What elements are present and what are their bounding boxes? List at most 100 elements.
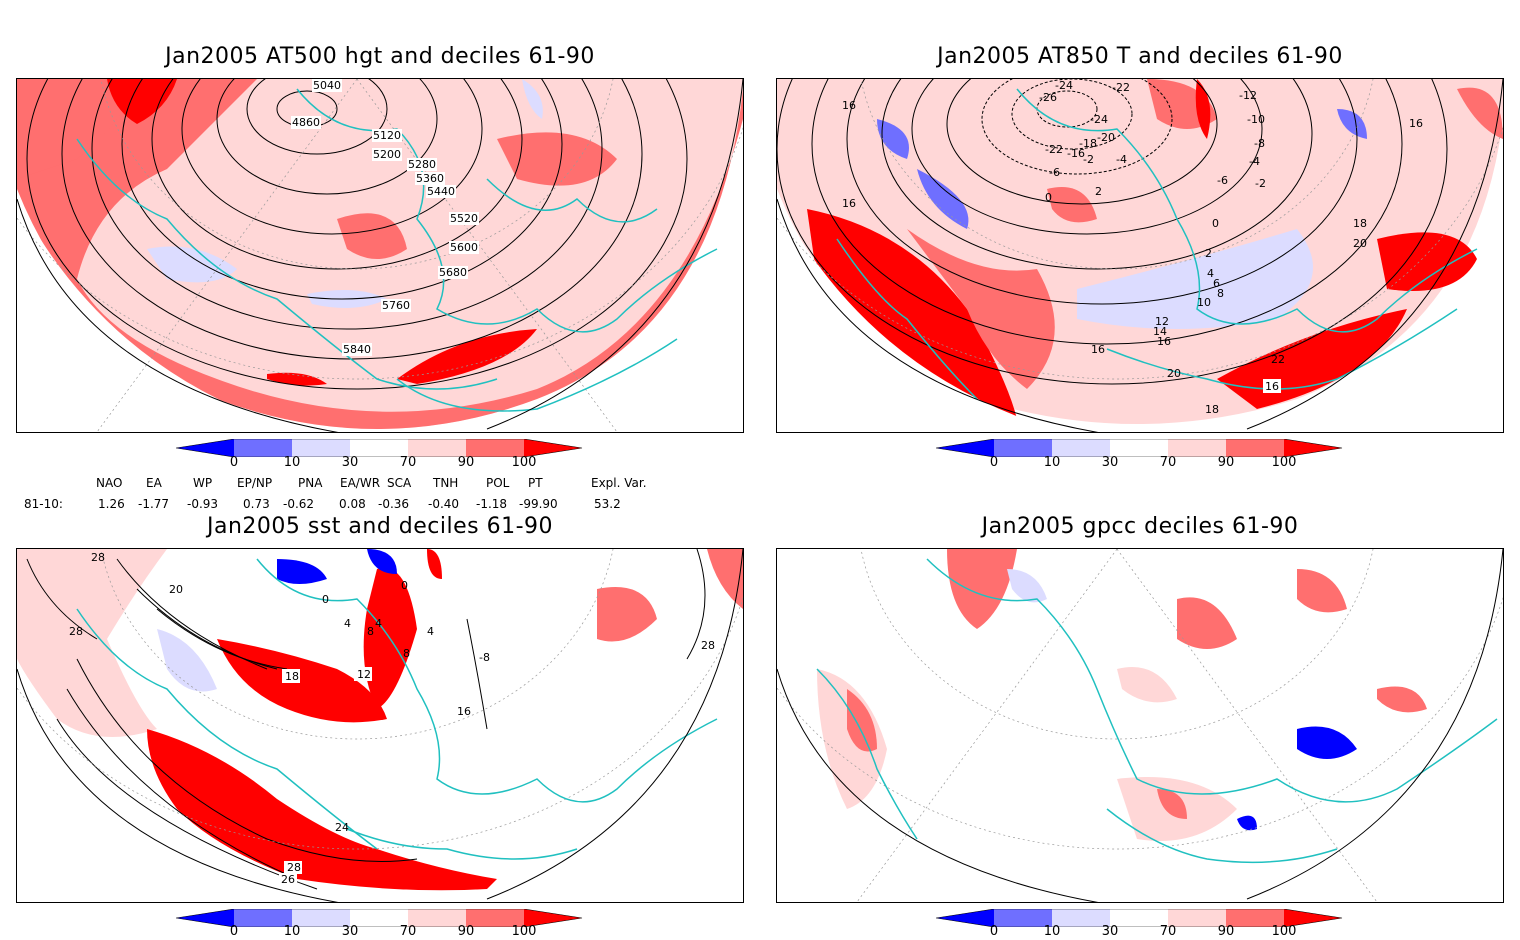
colorbar-tick: 90	[1217, 924, 1235, 939]
svg-text:16: 16	[457, 705, 471, 718]
colorbar-swatch	[350, 439, 408, 457]
colorbar-tick: 100	[511, 455, 537, 470]
index-header: EA/WR	[340, 476, 381, 490]
deciles-shading	[777, 79, 1503, 424]
svg-text:4: 4	[344, 617, 351, 630]
index-value: -99.90	[519, 497, 558, 511]
colorbar-swatch	[176, 439, 234, 457]
panel-title-sst: Jan2005 sst and deciles 61-90	[206, 514, 554, 539]
colorbar-tick: 0	[989, 455, 999, 470]
index-value: -0.36	[378, 497, 410, 511]
svg-text:-8: -8	[479, 651, 490, 664]
svg-text:8: 8	[403, 647, 410, 660]
colorbar-tick: 0	[229, 924, 239, 939]
index-value: -1.18	[476, 497, 508, 511]
svg-text:5840: 5840	[343, 343, 371, 356]
svg-text:8: 8	[1217, 287, 1224, 300]
coastlines	[816, 558, 1498, 864]
colorbar-bottom-left: 0 10 30 70 90 100	[175, 908, 586, 940]
svg-text:-8: -8	[1254, 137, 1265, 150]
index-value: -1.77	[138, 497, 170, 511]
index-value: -0.62	[283, 497, 315, 511]
svg-text:16: 16	[1091, 343, 1105, 356]
index-header: PNA	[298, 476, 323, 490]
svg-text:2: 2	[1095, 185, 1102, 198]
svg-text:0: 0	[401, 579, 408, 592]
deciles-shading	[817, 549, 1427, 841]
index-value: 0.73	[243, 497, 270, 511]
svg-text:14: 14	[1153, 325, 1167, 338]
colorbar-tick: 30	[341, 924, 359, 939]
svg-text:12: 12	[1155, 315, 1169, 328]
map-gpcc	[777, 549, 1503, 902]
colorbar-swatch	[466, 439, 524, 457]
colorbar-tick: 30	[1101, 455, 1119, 470]
colorbar-swatch	[1052, 439, 1110, 457]
colorbar-tick: 30	[341, 455, 359, 470]
svg-text:-22: -22	[1045, 143, 1063, 156]
colorbar-swatch	[524, 439, 582, 457]
svg-text:5760: 5760	[382, 299, 410, 312]
svg-text:12: 12	[357, 668, 371, 681]
svg-text:-6: -6	[1049, 166, 1060, 179]
svg-text:20: 20	[1353, 237, 1367, 250]
map-grid	[777, 549, 1503, 902]
colorbar-swatch	[524, 909, 582, 927]
deciles-shading	[17, 79, 743, 429]
svg-text:5280: 5280	[408, 158, 436, 171]
index-header: PT	[528, 476, 543, 490]
svg-text:5440: 5440	[427, 185, 455, 198]
colorbar-swatch	[1168, 909, 1226, 927]
svg-text:18: 18	[1205, 403, 1219, 416]
svg-text:-20: -20	[1097, 131, 1115, 144]
svg-text:20: 20	[1167, 367, 1181, 380]
colorbar-tick: 100	[1271, 924, 1297, 939]
index-value: 1.26	[98, 497, 125, 511]
colorbar-swatch	[1284, 439, 1342, 457]
svg-text:5360: 5360	[416, 172, 444, 185]
colorbar-swatch	[292, 439, 350, 457]
colorbar-tick: 70	[1159, 924, 1177, 939]
index-header: Expl. Var.	[591, 476, 647, 490]
svg-text:4: 4	[1207, 267, 1214, 280]
colorbar-swatch	[1226, 439, 1284, 457]
map-grid	[17, 79, 743, 432]
svg-text:16: 16	[842, 99, 856, 112]
svg-text:-6: -6	[1217, 174, 1228, 187]
colorbar-swatch	[408, 439, 466, 457]
svg-text:-12: -12	[1239, 89, 1257, 102]
svg-text:5600: 5600	[450, 241, 478, 254]
svg-text:16: 16	[1157, 335, 1171, 348]
svg-text:0: 0	[322, 593, 329, 606]
svg-text:-2: -2	[1083, 153, 1094, 166]
svg-text:26: 26	[281, 873, 295, 886]
index-header: EP/NP	[237, 476, 273, 490]
svg-text:28: 28	[701, 639, 715, 652]
colorbar-swatch	[408, 909, 466, 927]
colorbar-tick: 70	[1159, 455, 1177, 470]
colorbar-tick: 70	[399, 924, 417, 939]
svg-text:22: 22	[1271, 353, 1285, 366]
map-panel-t850: 16 16 -24 -26 -22 -24 -20 -22 -18 -16 -4…	[776, 78, 1504, 433]
colorbar-swatch	[994, 439, 1052, 457]
svg-text:4: 4	[375, 617, 382, 630]
colorbar-tick: 30	[1101, 924, 1119, 939]
colorbar-tick: 10	[283, 924, 301, 939]
svg-text:-10: -10	[1247, 113, 1265, 126]
svg-text:0: 0	[1212, 217, 1219, 230]
colorbar-bottom-right: 0 10 30 70 90 100	[935, 908, 1346, 940]
colorbar-tick: 10	[283, 455, 301, 470]
colorbar-tick: 0	[229, 455, 239, 470]
colorbar-swatch	[994, 909, 1052, 927]
colorbar-tick: 100	[1271, 455, 1297, 470]
contour-labels: 16 16 -24 -26 -22 -24 -20 -22 -18 -16 -4…	[842, 79, 1423, 416]
svg-text:18: 18	[1353, 217, 1367, 230]
colorbar-swatch	[234, 439, 292, 457]
colorbar-swatch	[936, 909, 994, 927]
colorbar-top-right: 0 10 30 70 90 100	[935, 438, 1346, 475]
svg-text:16: 16	[1409, 117, 1423, 130]
deciles-shading	[17, 549, 743, 891]
sst-contours	[26, 549, 706, 890]
colorbar-tick: 10	[1043, 924, 1061, 939]
colorbar-tick: 90	[457, 924, 475, 939]
